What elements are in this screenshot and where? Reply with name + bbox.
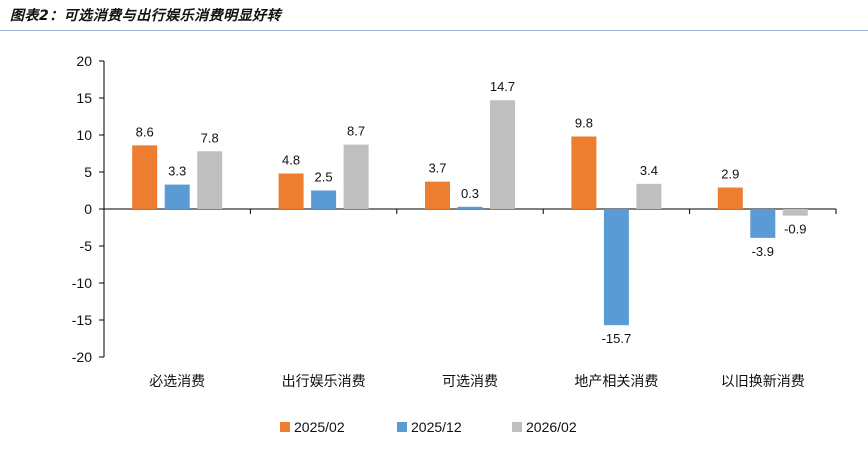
y-tick-label: -20	[72, 349, 92, 365]
bar	[425, 181, 450, 209]
y-tick-label: 20	[76, 53, 92, 69]
bar	[197, 151, 223, 209]
bar	[717, 187, 743, 209]
category-label: 以旧换新消费	[721, 373, 805, 390]
bar	[490, 100, 515, 209]
axes: 20 15 10 5 0 -5 -10 -15 -20 必选消费 出行娱乐消费 可选消费 地产相关消费 以…	[72, 53, 837, 390]
data-labels: 8.6 4.8 3.7 9.8 2.9 3.3 2.5 0.3 -15.7 -3.9 7.8 8.7 1…	[136, 79, 807, 346]
data-label: 8.7	[347, 124, 365, 139]
bar	[603, 209, 629, 326]
y-tick-label: -5	[80, 238, 93, 254]
y-tick-label: -10	[72, 275, 92, 291]
bar	[343, 144, 369, 209]
data-label: 7.8	[201, 130, 219, 145]
bar	[750, 209, 776, 238]
data-label: 9.8	[575, 115, 593, 130]
bar	[636, 183, 662, 209]
data-label: 3.3	[168, 164, 186, 179]
legend-swatch	[280, 422, 290, 432]
legend-swatch	[512, 422, 522, 432]
figure-caption: 图表2：可选消费与出行娱乐消费明显好转	[10, 8, 282, 24]
category-label: 必选消费	[149, 374, 205, 390]
category-label: 地产相关消费	[574, 374, 658, 390]
y-tick-label: 0	[84, 201, 92, 217]
category-label: 出行娱乐消费	[282, 374, 366, 390]
bar	[132, 145, 158, 209]
bar	[571, 136, 597, 209]
y-tick-label: 5	[84, 164, 92, 180]
data-label: 3.7	[428, 161, 446, 176]
bar	[164, 184, 190, 209]
data-label: 8.6	[136, 124, 154, 139]
category-label: 可选消费	[442, 374, 498, 390]
data-label: 2.5	[315, 170, 333, 185]
bar	[311, 190, 337, 209]
bars	[132, 100, 808, 326]
legend: 2025/02 2025/12 2026/02	[280, 419, 577, 435]
data-label: -15.7	[602, 331, 632, 346]
legend-label: 2026/02	[526, 419, 577, 435]
data-label: -3.9	[752, 244, 774, 259]
y-tick-label: -15	[72, 312, 92, 328]
y-tick-label: 10	[76, 127, 92, 143]
bar	[278, 173, 304, 209]
data-label: 14.7	[490, 79, 515, 94]
bar	[782, 209, 808, 216]
data-label: -0.9	[784, 222, 806, 237]
legend-label: 2025/12	[411, 419, 462, 435]
caption-divider	[0, 30, 868, 31]
data-label: 4.8	[282, 152, 300, 167]
data-label: 3.4	[640, 163, 658, 178]
data-label: 2.9	[721, 167, 739, 182]
legend-label: 2025/02	[294, 419, 345, 435]
y-tick-label: 15	[76, 90, 92, 106]
data-label: 0.3	[461, 186, 479, 201]
bar	[457, 206, 483, 209]
legend-swatch	[397, 422, 407, 432]
